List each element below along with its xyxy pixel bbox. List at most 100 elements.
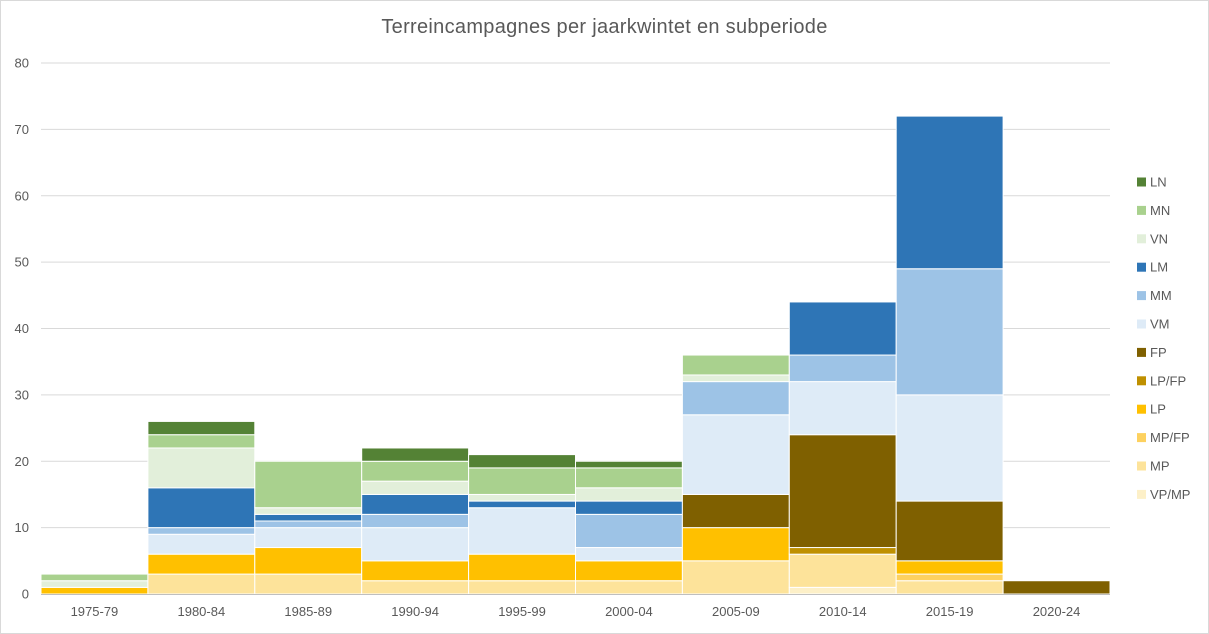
bar-segment: [361, 527, 470, 562]
bar-segment: [575, 560, 683, 582]
y-tick-label: 30: [15, 387, 29, 402]
x-tick-label: 2010-14: [819, 604, 867, 619]
y-tick-label: 60: [15, 188, 29, 203]
y-tick-label: 70: [15, 122, 29, 137]
bar-segment: [575, 513, 683, 549]
bar-segment: [788, 301, 897, 356]
bar-segment: [895, 560, 1004, 575]
bar-segment: [788, 354, 897, 383]
y-tick-label: 10: [15, 520, 29, 535]
legend-label: VM: [1150, 317, 1170, 332]
bar-segment: [254, 460, 363, 509]
legend-label: MM: [1150, 288, 1172, 303]
bar-segment: [468, 553, 577, 582]
bar-segment: [254, 547, 363, 575]
legend-swatch: [1137, 376, 1146, 386]
bar-segment: [361, 513, 470, 529]
bar-segment: [147, 553, 256, 575]
x-tick-label: 1985-89: [284, 604, 332, 619]
x-tick-label: 2015-19: [926, 604, 974, 619]
legend-swatch: [1137, 461, 1146, 471]
bar-segment: [468, 507, 577, 555]
bar-segment: [575, 580, 683, 595]
bar-segment: [254, 520, 363, 529]
legend-label: LP/FP: [1150, 373, 1186, 388]
bar-segment: [468, 454, 577, 469]
bar-segment: [361, 580, 470, 595]
legend-swatch: [1137, 234, 1146, 244]
legend-label: FP: [1150, 345, 1167, 360]
bar-segment: [895, 580, 1004, 595]
axes: 0 10 20 30 40 50 60 70 80 1975-79 1980-84 1985-89 19…: [15, 56, 1110, 619]
x-tick-label: 2020-24: [1033, 604, 1081, 619]
legend-swatch: [1137, 177, 1146, 187]
bar-segment: [468, 493, 577, 502]
bar-segment: [681, 493, 790, 529]
bar-segment: [468, 580, 577, 595]
x-tick-label: 2005-09: [712, 604, 760, 619]
legend-swatch: [1137, 291, 1146, 301]
bar-segment: [681, 414, 790, 495]
legend-swatch: [1137, 347, 1146, 357]
legend-label: MP: [1150, 459, 1170, 474]
bar-segment: [361, 493, 470, 515]
bar-segment: [147, 434, 256, 449]
legend-swatch: [1137, 433, 1146, 443]
legend: LN MN VN LM MM VM FP LP/FP LP MP/FP MP VP/MP: [1137, 175, 1190, 502]
legend-swatch: [1137, 319, 1146, 329]
x-tick-label: 1980-84: [177, 604, 225, 619]
y-tick-label: 50: [15, 255, 29, 270]
chart-title: Terreincampagnes per jaarkwintet en subp…: [381, 16, 828, 38]
bar-segment: [361, 560, 470, 582]
legend-label: MN: [1150, 203, 1170, 218]
legend-label: MP/FP: [1150, 430, 1190, 445]
bar-segment: [575, 487, 683, 502]
legend-label: LN: [1150, 175, 1167, 190]
bar-segment: [468, 467, 577, 495]
bar-segment: [788, 553, 897, 588]
bar-segment: [681, 354, 790, 376]
bar-segment: [788, 547, 897, 555]
bar-segment: [681, 527, 790, 562]
bar-segment: [361, 447, 470, 462]
bar-segment: [147, 420, 256, 436]
bar-segment: [147, 447, 256, 489]
bar-segment: [788, 434, 897, 549]
y-tick-label: 20: [15, 454, 29, 469]
x-tick-label: 1995-99: [498, 604, 546, 619]
bar-segment: [575, 460, 683, 469]
bar-segment: [895, 115, 1004, 270]
bar-segment: [40, 573, 149, 582]
bar-segment: [147, 533, 256, 555]
bar-segment: [40, 580, 149, 588]
bar-segment: [147, 527, 256, 535]
legend-label: VN: [1150, 231, 1168, 246]
bar-segment: [788, 586, 897, 595]
bar-segment: [895, 268, 1004, 396]
legend-swatch: [1137, 262, 1146, 272]
bar-segment: [681, 560, 790, 595]
bar-segment: [254, 527, 363, 549]
bar-stacks: [40, 115, 1111, 595]
y-tick-label: 80: [15, 56, 29, 71]
bar-segment: [361, 480, 470, 495]
legend-label: VP/MP: [1150, 487, 1190, 502]
x-tick-label: 2000-04: [605, 604, 653, 619]
legend-swatch: [1137, 205, 1146, 215]
bar-segment: [40, 586, 149, 595]
bar-segment: [254, 507, 363, 515]
bar-segment: [254, 513, 363, 522]
y-tick-label: 0: [22, 587, 29, 602]
bar-segment: [895, 394, 1004, 502]
bar-segment: [361, 460, 470, 482]
y-tick-label: 40: [15, 321, 29, 336]
legend-label: LP: [1150, 402, 1166, 417]
bar-segment: [681, 374, 790, 383]
bar-segment: [575, 547, 683, 562]
bar-segment: [895, 573, 1004, 582]
bar-segment: [895, 500, 1004, 562]
bar-segment: [788, 381, 897, 436]
bar-segment: [147, 487, 256, 529]
bar-segment: [1002, 580, 1111, 595]
